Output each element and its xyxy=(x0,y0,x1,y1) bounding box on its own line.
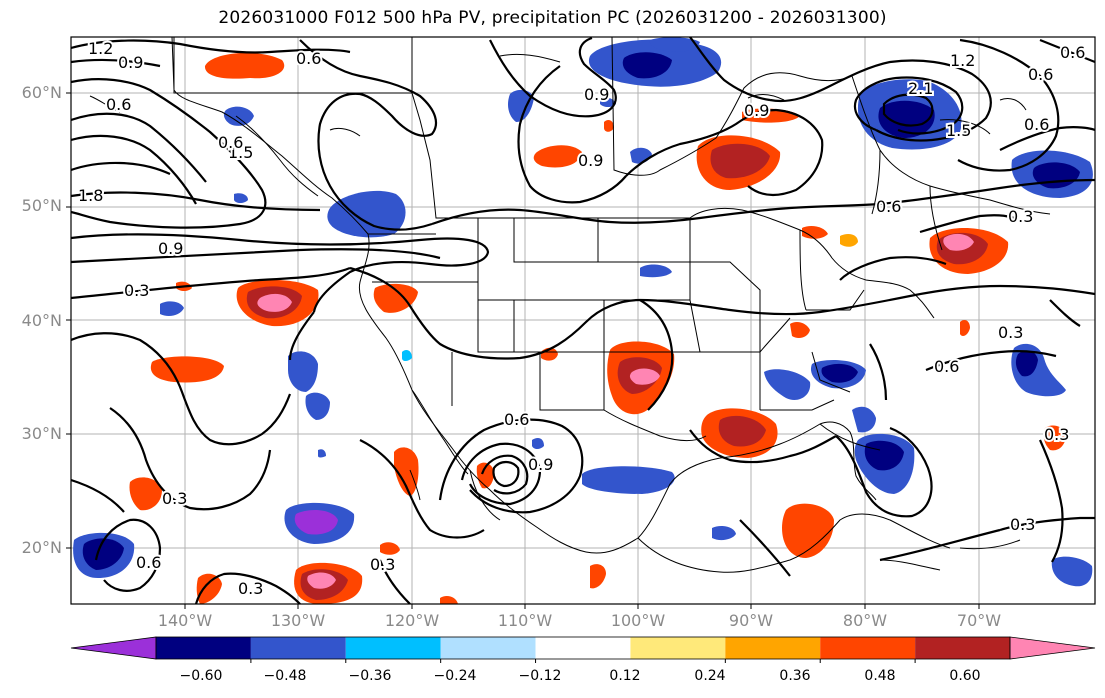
axis-ticks xyxy=(66,92,980,609)
map-area: 1.2 0.9 0.6 0.6 0.9 1.5 1.8 0.9 0.3 0.9 … xyxy=(71,37,1095,604)
colorbar-segment xyxy=(440,637,536,659)
contour-label: 0.9 xyxy=(584,85,609,104)
colorbar-tick-label: −0.24 xyxy=(433,668,477,684)
contour-label: 0.6 xyxy=(296,49,321,68)
contour-label: 0.6 xyxy=(876,197,901,216)
pv-contours xyxy=(71,37,1095,604)
contour-label: 0.6 xyxy=(934,357,959,376)
colorbar xyxy=(70,636,1096,663)
contour-label: 0.9 xyxy=(744,101,769,120)
lat-label: 40°N xyxy=(21,311,62,330)
colorbar-segment xyxy=(250,637,346,659)
precip-anomalies xyxy=(73,37,1093,604)
lat-label: 20°N xyxy=(21,538,62,557)
colorbar-segment xyxy=(630,637,726,659)
contour-label: 1.5 xyxy=(228,143,253,162)
coastlines-borders xyxy=(89,37,1051,573)
contour-label: 0.6 xyxy=(1060,43,1085,62)
lon-label: 140°W xyxy=(157,611,213,630)
contour-label: 0.3 xyxy=(1008,207,1033,226)
colorbar-segment xyxy=(345,637,441,659)
contour-label: 1.5 xyxy=(946,121,971,140)
colorbar-outline xyxy=(155,636,1011,660)
contour-label: 0.3 xyxy=(1010,515,1035,534)
contour-label: 0.6 xyxy=(218,133,243,152)
colorbar-extend-high xyxy=(1009,636,1096,660)
contour-label: 0.9 xyxy=(158,239,183,258)
contour-label: 2.1 xyxy=(908,79,933,98)
colorbar-tick-label: −0.12 xyxy=(518,668,562,684)
contour-label: 0.3 xyxy=(370,555,395,574)
colorbar-segment xyxy=(725,637,821,659)
colorbar-tick-label: −0.48 xyxy=(263,668,307,684)
contour-label: 0.6 xyxy=(504,410,529,429)
contour-label: 0.3 xyxy=(162,489,187,508)
contour-label: 0.6 xyxy=(106,95,131,114)
colorbar-tick-label: 0.36 xyxy=(779,668,811,684)
contour-label: 0.9 xyxy=(528,455,553,474)
lon-label: 90°W xyxy=(728,611,774,630)
contour-label: 1.8 xyxy=(78,186,103,205)
lon-label: 100°W xyxy=(610,611,666,630)
colorbar-tick-label: 0.12 xyxy=(609,668,641,684)
colorbar-tick-label: −0.36 xyxy=(348,668,392,684)
colorbar-segment xyxy=(535,637,631,659)
lon-label: 70°W xyxy=(956,611,1002,630)
contour-label: 0.9 xyxy=(578,151,603,170)
contour-label: 0.9 xyxy=(118,53,143,72)
contour-labels: 1.2 0.9 0.6 0.6 0.9 1.5 1.8 0.9 0.3 0.9 … xyxy=(76,37,1087,600)
lon-label: 110°W xyxy=(497,611,553,630)
contour-label: 1.2 xyxy=(950,51,975,70)
lon-label: 130°W xyxy=(270,611,326,630)
contour-label: 0.3 xyxy=(998,323,1023,342)
contour-label: 0.3 xyxy=(1044,425,1069,444)
lon-label: 80°W xyxy=(842,611,888,630)
contour-label: 0.3 xyxy=(238,579,263,598)
contour-label: 0.6 xyxy=(136,553,161,572)
colorbar-extend-low xyxy=(70,636,157,660)
contour-label: 0.3 xyxy=(124,281,149,300)
colorbar-tick-label: 0.60 xyxy=(949,668,981,684)
lat-label: 30°N xyxy=(21,424,62,443)
lat-label: 60°N xyxy=(21,83,62,102)
lon-label: 120°W xyxy=(384,611,440,630)
colorbar-segment xyxy=(915,637,1010,659)
lat-label: 50°N xyxy=(21,196,62,215)
contour-label: 0.6 xyxy=(1024,115,1049,134)
contour-label: 1.2 xyxy=(88,39,113,58)
colorbar-segment xyxy=(820,637,916,659)
map-title: 2026031000 F012 500 hPa PV, precipitatio… xyxy=(218,8,887,28)
colorbar-segment xyxy=(156,637,251,659)
contour-label: 0.6 xyxy=(1028,65,1053,84)
colorbar-tick-label: 0.24 xyxy=(694,668,726,684)
colorbar-tick-label: −0.60 xyxy=(179,668,223,684)
colorbar-tick-label: 0.48 xyxy=(864,668,896,684)
